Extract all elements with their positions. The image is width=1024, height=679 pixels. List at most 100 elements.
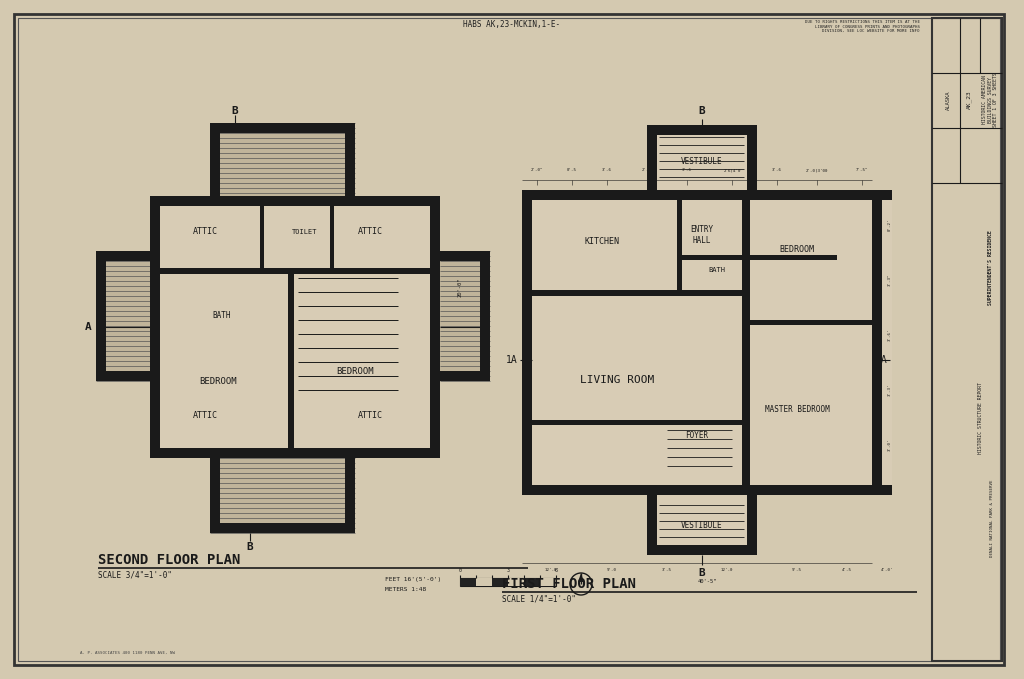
Bar: [150, 196, 160, 458]
Bar: [210, 123, 220, 196]
Bar: [647, 545, 757, 555]
Bar: [522, 190, 892, 495]
Text: MASTER BEDROOM: MASTER BEDROOM: [765, 405, 829, 414]
Bar: [872, 190, 882, 495]
Bar: [210, 123, 355, 196]
Bar: [210, 523, 355, 533]
Text: 7'-5": 7'-5": [856, 168, 868, 172]
Text: HISTORIC STRUCTURE REPORT: HISTORIC STRUCTURE REPORT: [978, 382, 982, 454]
Bar: [96, 371, 150, 381]
Text: 12'-0': 12'-0': [545, 568, 559, 572]
Bar: [288, 268, 294, 458]
Bar: [430, 196, 440, 458]
Text: SCALE 3/4"=1'-0": SCALE 3/4"=1'-0": [98, 571, 172, 580]
Bar: [345, 123, 355, 196]
Bar: [96, 251, 106, 381]
Bar: [345, 458, 355, 533]
Text: 3'-3': 3'-3': [888, 384, 892, 397]
Bar: [677, 190, 682, 290]
Text: DUE TO RIGHTS RESTRICTIONS THIS ITEM IS AT THE
LIBRARY OF CONGRESS PRINTS AND PH: DUE TO RIGHTS RESTRICTIONS THIS ITEM IS …: [805, 20, 920, 33]
Bar: [677, 255, 837, 260]
Text: 1A: 1A: [877, 355, 888, 365]
Bar: [210, 123, 355, 133]
Bar: [524, 578, 540, 586]
Text: BEDROOM: BEDROOM: [200, 376, 237, 386]
Text: 2'-0|3'00: 2'-0|3'00: [806, 168, 828, 172]
Bar: [647, 125, 757, 135]
Bar: [440, 371, 490, 381]
Bar: [260, 206, 264, 268]
Text: SUPERINTENDENT'S RESIDENCE: SUPERINTENDENT'S RESIDENCE: [987, 231, 992, 306]
Text: KITCHEN: KITCHEN: [585, 238, 620, 246]
Bar: [647, 125, 657, 190]
Text: A. P. ASSOCIATES 400 1180 PENN AVE, NW: A. P. ASSOCIATES 400 1180 PENN AVE, NW: [80, 651, 175, 655]
Text: 0'-5: 0'-5: [567, 168, 577, 172]
Bar: [522, 420, 742, 425]
Text: 12'-0: 12'-0: [721, 568, 733, 572]
Bar: [480, 251, 490, 381]
Bar: [742, 190, 750, 495]
Text: AK_23: AK_23: [967, 90, 972, 109]
Bar: [508, 578, 524, 586]
Bar: [440, 251, 490, 261]
Bar: [150, 448, 440, 458]
Text: 6: 6: [555, 568, 557, 573]
Text: ALASKA: ALASKA: [945, 90, 950, 110]
Text: 2'-0: 2'-0: [642, 168, 652, 172]
Text: METERS 1:48: METERS 1:48: [385, 587, 426, 592]
Bar: [492, 578, 508, 586]
Text: BEDROOM: BEDROOM: [336, 367, 374, 375]
Text: ATTIC: ATTIC: [357, 227, 383, 236]
Text: 3'-0': 3'-0': [888, 439, 892, 452]
Text: LIVING ROOM: LIVING ROOM: [580, 375, 654, 385]
Text: FIRST FLOOR PLAN: FIRST FLOOR PLAN: [502, 577, 636, 591]
Text: 3'-5: 3'-5: [662, 568, 672, 572]
Bar: [210, 458, 355, 533]
Bar: [96, 251, 150, 261]
Bar: [522, 290, 742, 296]
Polygon shape: [578, 573, 584, 582]
Text: 0'-2': 0'-2': [888, 219, 892, 232]
Text: 3'-3": 3'-3": [888, 274, 892, 287]
Bar: [150, 196, 440, 206]
Bar: [647, 125, 757, 190]
Text: A: A: [85, 322, 91, 332]
Bar: [440, 251, 490, 381]
Text: 2'-0": 2'-0": [530, 168, 544, 172]
Bar: [460, 578, 476, 586]
Bar: [522, 190, 892, 200]
Bar: [476, 578, 492, 586]
Text: 9'-5: 9'-5: [792, 568, 802, 572]
Bar: [746, 495, 757, 555]
Text: BATH: BATH: [213, 312, 231, 320]
Text: SECOND FLOOR PLAN: SECOND FLOOR PLAN: [98, 553, 241, 567]
Text: 3: 3: [507, 568, 509, 573]
Text: DENALI NATIONAL PARK & PRESERVE: DENALI NATIONAL PARK & PRESERVE: [990, 479, 994, 557]
Text: B: B: [231, 106, 239, 116]
Text: FOYER: FOYER: [685, 430, 709, 439]
Text: 40'-5": 40'-5": [697, 579, 717, 584]
Text: B: B: [698, 568, 706, 578]
Bar: [522, 485, 892, 495]
Text: HISTORIC AMERICAN
BUILDINGS SURVEY
SHEET 1 OF 3 SHEETS: HISTORIC AMERICAN BUILDINGS SURVEY SHEET…: [982, 73, 998, 128]
Text: VESTIBULE: VESTIBULE: [681, 158, 723, 166]
Bar: [330, 206, 334, 268]
Text: TOILET: TOILET: [292, 229, 317, 235]
Text: 3'-6': 3'-6': [888, 329, 892, 342]
Text: ENTRY
HALL: ENTRY HALL: [690, 225, 714, 244]
Bar: [96, 251, 150, 381]
Text: 3'-6: 3'-6: [682, 168, 692, 172]
Text: 1A: 1A: [479, 322, 490, 332]
Text: 9'-0: 9'-0: [607, 568, 617, 572]
Text: 3'-6: 3'-6: [772, 168, 782, 172]
Bar: [750, 320, 880, 325]
Text: 4'-0': 4'-0': [881, 568, 893, 572]
Text: 20'-0": 20'-0": [458, 277, 463, 297]
Text: HABS AK,23-MCKIN,1-E-: HABS AK,23-MCKIN,1-E-: [464, 20, 560, 29]
Text: 1A: 1A: [506, 355, 518, 365]
Text: B: B: [698, 106, 706, 116]
Bar: [522, 190, 532, 495]
Text: VESTIBULE: VESTIBULE: [681, 521, 723, 530]
Text: 2'6|4'0: 2'6|4'0: [723, 168, 740, 172]
Text: FEET 16'(5'-0'): FEET 16'(5'-0'): [385, 577, 441, 582]
